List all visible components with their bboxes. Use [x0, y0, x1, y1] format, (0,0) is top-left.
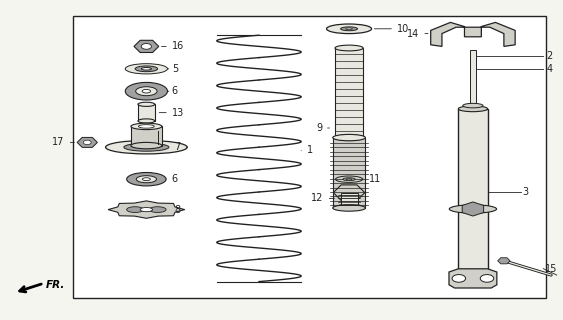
Bar [73, 16, 546, 298]
Ellipse shape [327, 24, 372, 34]
Circle shape [452, 275, 466, 282]
Ellipse shape [124, 143, 169, 151]
Text: 3: 3 [522, 187, 529, 197]
Text: 14: 14 [407, 28, 428, 39]
Ellipse shape [346, 179, 352, 180]
Text: 8: 8 [175, 204, 185, 215]
Ellipse shape [127, 172, 166, 186]
Text: 2: 2 [546, 51, 552, 61]
Bar [335, 48, 363, 138]
Ellipse shape [140, 208, 153, 212]
Polygon shape [108, 201, 185, 218]
Bar [341, 193, 358, 205]
Ellipse shape [335, 45, 363, 51]
Ellipse shape [125, 82, 168, 100]
Ellipse shape [138, 124, 154, 128]
Bar [131, 126, 162, 146]
Text: 13: 13 [159, 108, 184, 118]
Ellipse shape [449, 205, 497, 213]
Ellipse shape [127, 207, 144, 212]
Text: 6: 6 [166, 174, 178, 184]
Polygon shape [431, 22, 515, 46]
Ellipse shape [131, 142, 162, 149]
Ellipse shape [131, 123, 162, 130]
Text: 5: 5 [168, 64, 178, 74]
Ellipse shape [333, 205, 365, 211]
Ellipse shape [125, 64, 168, 74]
Text: FR.: FR. [46, 280, 65, 290]
Text: 11: 11 [363, 174, 381, 184]
Text: 1: 1 [301, 145, 313, 156]
Bar [333, 138, 365, 208]
Ellipse shape [333, 134, 365, 141]
Circle shape [480, 275, 494, 282]
Text: 9: 9 [316, 123, 329, 133]
Text: 16: 16 [162, 41, 184, 52]
Text: 7: 7 [175, 142, 187, 152]
Ellipse shape [458, 106, 488, 112]
Ellipse shape [335, 135, 363, 140]
Text: 6: 6 [168, 86, 178, 96]
Ellipse shape [138, 119, 155, 123]
Ellipse shape [142, 90, 151, 93]
Text: 17: 17 [52, 137, 74, 148]
Bar [138, 104, 155, 121]
Bar [458, 109, 488, 270]
Circle shape [83, 140, 91, 145]
Ellipse shape [106, 140, 187, 154]
Ellipse shape [343, 178, 355, 180]
Ellipse shape [138, 102, 155, 106]
Text: 15: 15 [545, 264, 557, 274]
Ellipse shape [142, 178, 150, 180]
Polygon shape [449, 269, 497, 288]
Bar [470, 50, 476, 107]
Ellipse shape [141, 68, 151, 70]
Ellipse shape [136, 176, 157, 183]
Ellipse shape [135, 66, 158, 72]
Ellipse shape [341, 27, 358, 31]
Ellipse shape [336, 176, 363, 182]
Circle shape [141, 44, 151, 49]
Ellipse shape [346, 28, 352, 30]
Text: 12: 12 [311, 193, 334, 204]
Ellipse shape [136, 87, 157, 96]
Ellipse shape [149, 207, 166, 212]
Ellipse shape [463, 103, 483, 108]
Text: 4: 4 [546, 64, 552, 74]
Text: 10: 10 [374, 24, 409, 34]
